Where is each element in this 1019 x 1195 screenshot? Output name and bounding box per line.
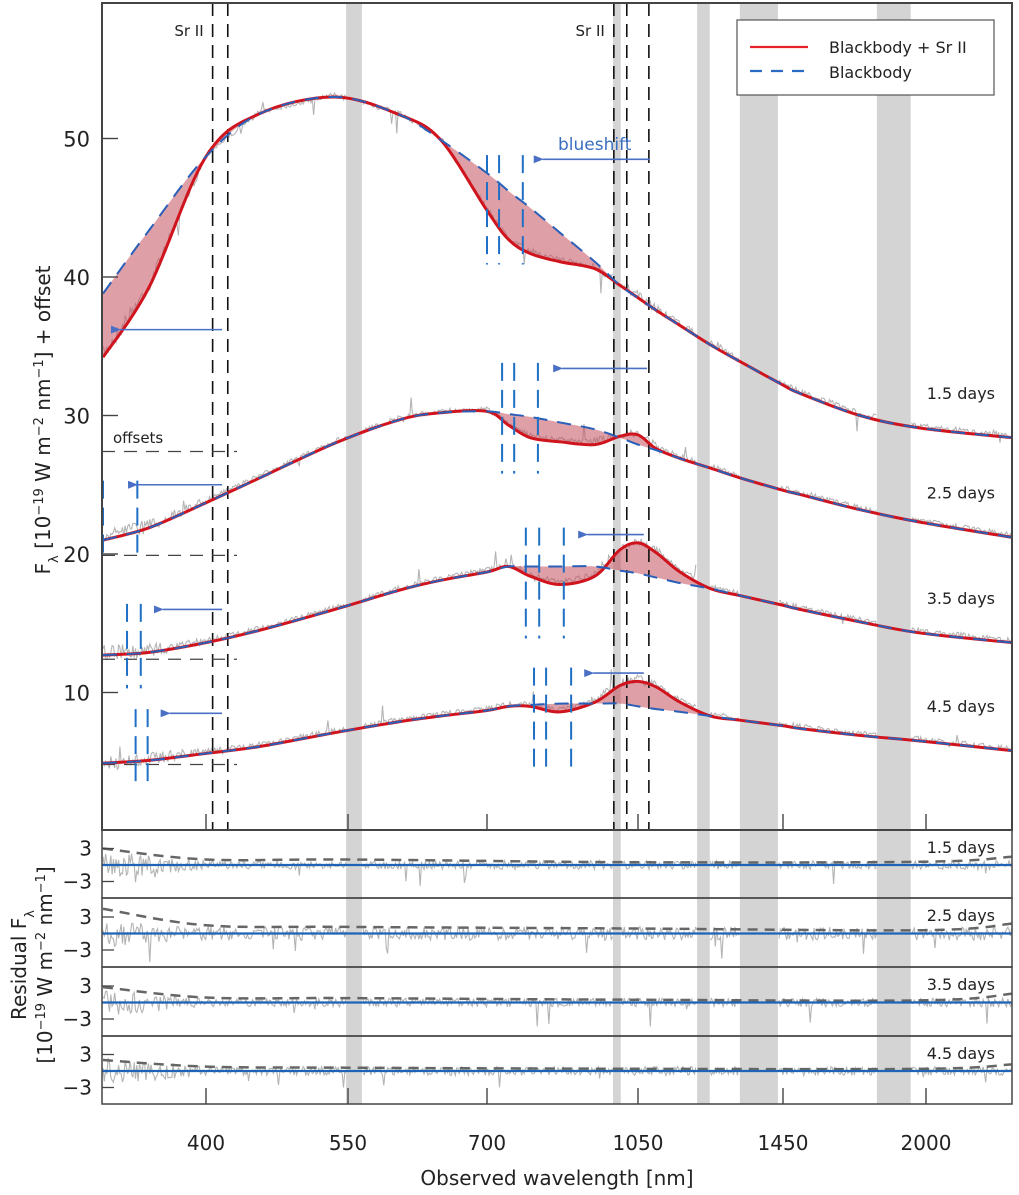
y-axis-label: Fλ [10−19 W m−2 nm−1] + offset [31, 265, 62, 574]
legend-box [736, 19, 995, 96]
main-plot-frame [101, 2, 1013, 831]
x-tick-label: 1450 [758, 1131, 809, 1155]
residual-spectrum-1 [102, 853, 1013, 886]
residual-spectrum-4 [102, 1058, 1013, 1088]
residual-y-tick-label: 3 [79, 837, 92, 861]
residual-spectrum-2 [102, 922, 1013, 963]
residual-panel-frame [101, 1035, 1013, 1105]
residual-y-axis-units: [10−19 W m−2 nm−1] [33, 866, 57, 1063]
x-tick-label: 1050 [613, 1131, 664, 1155]
y-tick-label: 40 [63, 266, 90, 290]
sr-fill-3 [103, 542, 1012, 656]
residual-epoch-label: 3.5 days [927, 975, 995, 994]
residual-y-tick-label: 3 [79, 974, 92, 998]
axes: 3 −3 3 −3 3 −3 3 −3 10 20 30 40 50 400 550 700 1050 1450 2… [63, 2, 1013, 1155]
residual-y-tick-label: −3 [63, 938, 92, 962]
x-axis-label: Observed wavelength [nm] [420, 1166, 693, 1190]
epoch-label: 3.5 days [927, 589, 995, 608]
residual-epoch-label: 2.5 days [927, 906, 995, 925]
blackbody-sr-curve-4 [102, 679, 1013, 765]
residual-y-tick-label: 3 [79, 1043, 92, 1067]
sr-absorption-fills [103, 96, 1012, 764]
residual-y-tick-label: −3 [63, 1076, 92, 1100]
legend-label-blackbody: Blackbody [829, 63, 912, 82]
offset-lines [102, 450, 237, 766]
residual-y-tick-label: −3 [63, 1007, 92, 1031]
epoch-label: 2.5 days [927, 484, 995, 503]
residual-panels [102, 847, 1013, 1088]
residual-mean-curve-2 [102, 907, 1013, 932]
y-tick-label: 50 [63, 128, 90, 152]
residual-y-axis-label: Residual Fλ [7, 910, 38, 1020]
observed-spectrum-4 [102, 669, 1013, 771]
epoch-label: 1.5 days [927, 384, 995, 403]
residual-y-tick-label: −3 [63, 870, 92, 894]
sr-ii-label: Sr II [174, 22, 203, 40]
legend-label-blackbody-sr: Blackbody + Sr II [829, 38, 967, 57]
epoch-label: 4.5 days [927, 697, 995, 716]
x-tick-label: 550 [329, 1131, 367, 1155]
y-tick-label: 20 [63, 543, 90, 567]
blueshift-markers [102, 155, 650, 790]
residual-epoch-label: 4.5 days [927, 1044, 995, 1063]
legend: Blackbody + Sr II Blackbody [736, 19, 995, 96]
offsets-label: offsets [113, 429, 163, 447]
residual-y-tick-label: 3 [79, 905, 92, 929]
residual-mean-curve-4 [102, 1058, 1013, 1071]
sr-fill-2 [103, 410, 1012, 541]
residual-epoch-label: 1.5 days [927, 838, 995, 857]
x-tick-label: 400 [187, 1131, 225, 1155]
observed-spectrum-3 [102, 538, 1013, 661]
telluric-band [876, 3, 911, 1104]
blueshift-label: blueshift [558, 135, 632, 155]
telluric-band [697, 3, 710, 1104]
sr-ii-label: Sr II [576, 22, 605, 40]
blackbody-curve-1 [102, 95, 1013, 439]
y-tick-label: 30 [63, 405, 90, 429]
blackbody-curve-2 [102, 410, 1013, 542]
x-tick-label: 2000 [901, 1131, 952, 1155]
blackbody-sr-curve-3 [102, 541, 1013, 657]
y-tick-label: 10 [63, 682, 90, 706]
labels: 1.5 days 1.5 days 2.5 days 2.5 days 3.5 days… [7, 22, 995, 1190]
residual-mean-curve-1 [102, 847, 1013, 864]
telluric-band [739, 3, 778, 1104]
model-curves [101, 95, 1013, 765]
residual-spectrum-3 [102, 990, 1013, 1027]
telluric-band [346, 3, 362, 1104]
sr-ii-rest-lines [211, 3, 650, 830]
residual-mean-curve-3 [102, 985, 1013, 1002]
blackbody-curve-3 [102, 565, 1013, 657]
x-tick-label: 700 [468, 1131, 506, 1155]
